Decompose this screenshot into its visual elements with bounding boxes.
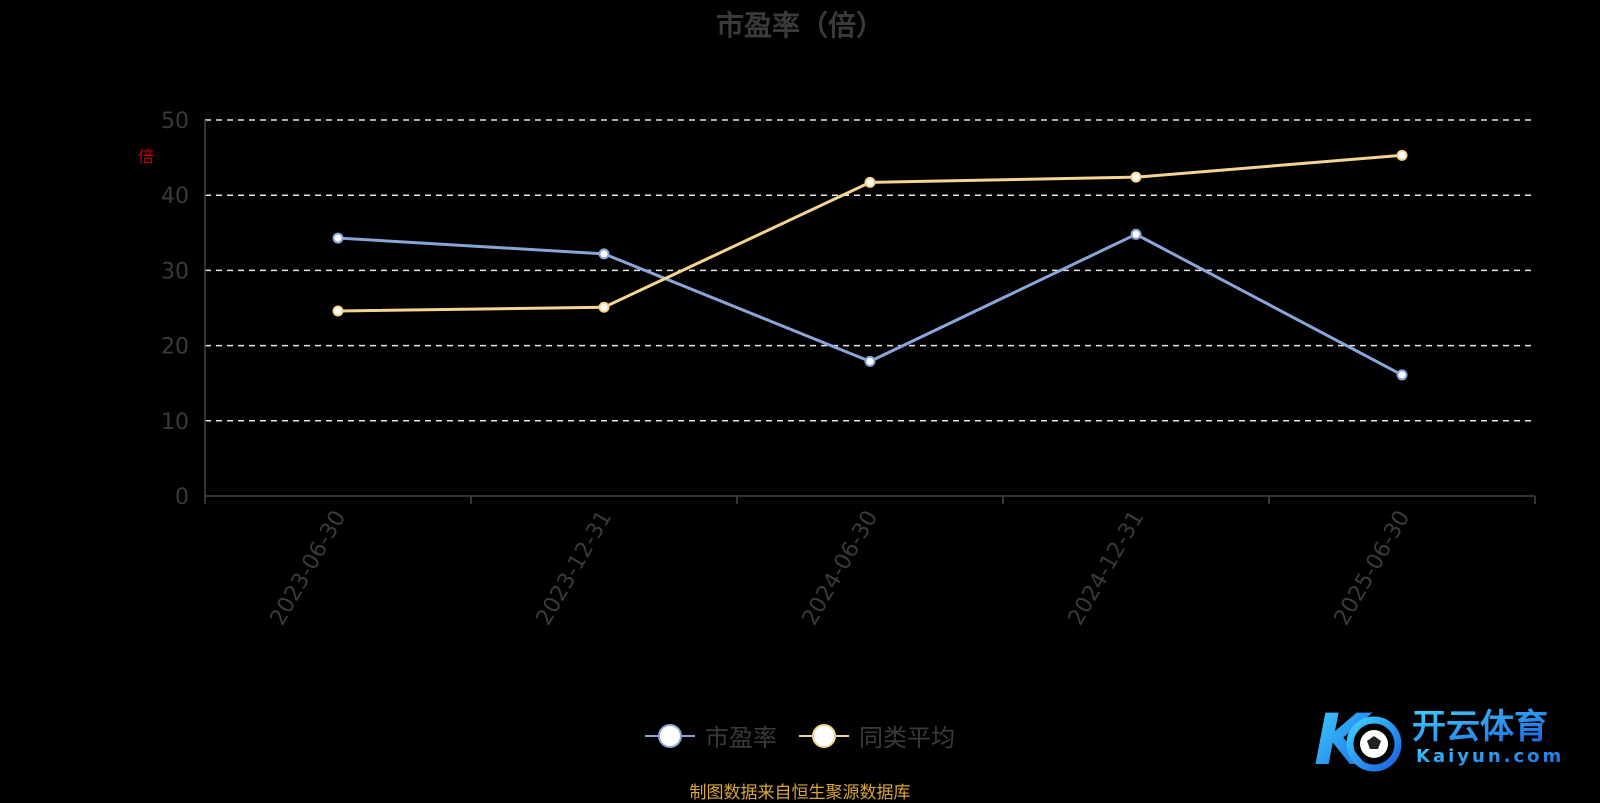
legend-marker [658, 723, 682, 748]
svg-text:开云体育: 开云体育 [1412, 707, 1548, 747]
y-tick-label: 0 [175, 485, 189, 510]
legend-label: 市盈率 [705, 724, 777, 752]
legend-item[interactable]: 同类平均 [799, 718, 955, 753]
y-axis-unit-label: 倍 [135, 148, 154, 164]
data-point [1396, 369, 1408, 381]
y-tick-label: 20 [161, 335, 189, 360]
data-point [864, 355, 876, 367]
kaiyun-logo: K 开云体育 Kaiyun.com [1314, 699, 1564, 781]
legend-label: 同类平均 [859, 724, 955, 752]
data-point [1130, 171, 1142, 183]
data-point [332, 232, 344, 244]
x-tick-label: 2024-12-31 [1064, 507, 1150, 630]
data-point [598, 301, 610, 313]
y-tick-label: 30 [161, 259, 189, 284]
chart-title: 市盈率（倍） [715, 9, 884, 42]
y-tick-label: 50 [161, 109, 189, 134]
data-point [598, 248, 610, 260]
x-tick-label: 2025-06-30 [1330, 507, 1416, 630]
x-tick-label: 2023-06-30 [266, 507, 352, 630]
chart-legend: 市盈率 同类平均 [0, 718, 1600, 753]
legend-marker [812, 723, 836, 748]
svg-text:Kaiyun.com: Kaiyun.com [1416, 746, 1564, 767]
x-tick-label: 2024-06-30 [798, 507, 884, 630]
legend-swatch [645, 722, 695, 750]
x-tick-label: 2023-12-31 [532, 507, 618, 630]
source-note: 制图数据来自恒生聚源数据库 [689, 783, 911, 803]
data-point [1396, 149, 1408, 161]
data-point [332, 305, 344, 317]
data-point [864, 176, 876, 188]
data-point [1130, 228, 1142, 240]
y-tick-label: 40 [161, 184, 189, 209]
legend-swatch [799, 722, 849, 750]
y-tick-label: 10 [161, 410, 189, 435]
series-line [337, 232, 1403, 377]
legend-item[interactable]: 市盈率 [645, 718, 777, 753]
